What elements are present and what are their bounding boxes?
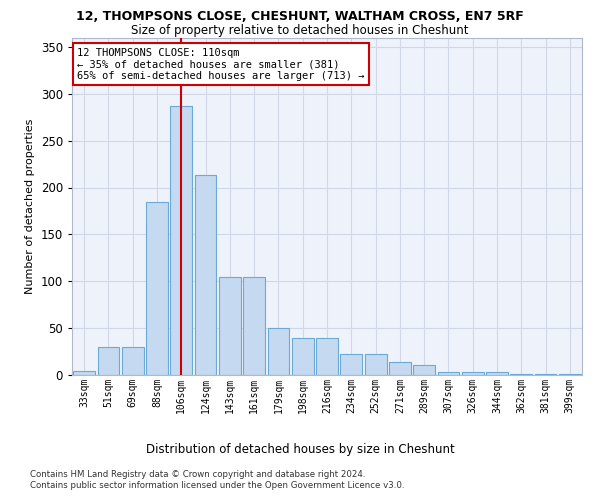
Bar [413,364,435,375]
Text: 12, THOMPSONS CLOSE, CHESHUNT, WALTHAM CROSS, EN7 5RF: 12, THOMPSONS CLOSE, CHESHUNT, WALTHAM C… [76,10,524,23]
Bar [437,372,460,375]
Text: Size of property relative to detached houses in Cheshunt: Size of property relative to detached ho… [131,24,469,37]
Bar [194,176,217,375]
Bar [511,374,532,375]
Text: Contains public sector information licensed under the Open Government Licence v3: Contains public sector information licen… [30,481,404,490]
Bar [146,202,168,375]
Text: Contains HM Land Registry data © Crown copyright and database right 2024.: Contains HM Land Registry data © Crown c… [30,470,365,479]
Bar [389,362,411,375]
Bar [243,276,265,375]
Bar [462,372,484,375]
Text: Distribution of detached houses by size in Cheshunt: Distribution of detached houses by size … [146,442,454,456]
Bar [486,372,508,375]
Bar [559,374,581,375]
Bar [97,347,119,375]
Bar [268,328,289,375]
Bar [73,371,95,375]
Bar [292,338,314,375]
Bar [316,338,338,375]
Y-axis label: Number of detached properties: Number of detached properties [25,118,35,294]
Text: 12 THOMPSONS CLOSE: 110sqm
← 35% of detached houses are smaller (381)
65% of sem: 12 THOMPSONS CLOSE: 110sqm ← 35% of deta… [77,48,365,81]
Bar [365,354,386,375]
Bar [122,347,143,375]
Bar [535,374,556,375]
Bar [340,354,362,375]
Bar [170,106,192,375]
Bar [219,276,241,375]
